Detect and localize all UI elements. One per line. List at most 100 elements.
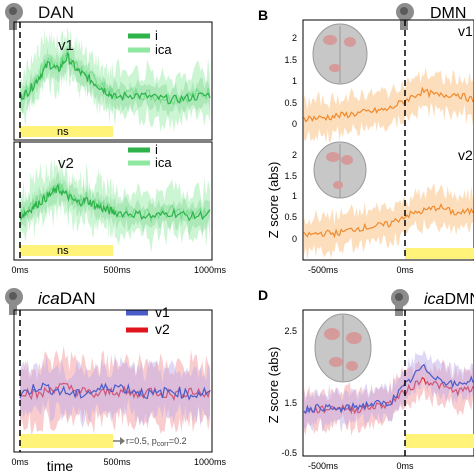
c-v2-line: [19, 382, 211, 402]
plot-a-v1-frame: [13, 21, 213, 141]
tick-b2-0: 0: [292, 234, 297, 244]
ns-bar-a-v1: [20, 126, 113, 137]
panel-d-title-rest: DMN: [444, 291, 474, 308]
legend-c-v1-label: v1: [155, 304, 170, 320]
plot-a-v2-label: v2: [58, 155, 74, 172]
tick-b-0ms: 0ms: [396, 265, 414, 275]
plot-b-v1: [303, 66, 474, 144]
b-v1-line: [303, 86, 474, 123]
tick-b-neg500: -500ms: [308, 265, 339, 275]
ns-bar-d: [405, 434, 474, 448]
annotation-c-main: r=0.5, p: [126, 436, 157, 446]
tick-c-0ms: 0ms: [11, 457, 29, 467]
tick-b1-2: 2: [292, 33, 297, 43]
plot-d: [303, 350, 474, 437]
plot-b-v2: [303, 182, 474, 261]
d-v2-ci-band: [304, 358, 473, 437]
panel-a-title: DAN: [38, 3, 74, 22]
tick-a-500ms: 500ms: [103, 265, 131, 275]
tick-b1-0: 0: [292, 119, 297, 129]
ns-label-a-v2: ns: [57, 245, 69, 257]
xlabel-c: time: [47, 458, 74, 474]
head-icon-b: [396, 3, 414, 30]
c-v1-line: [19, 382, 211, 401]
tick-b2-2: 2: [292, 150, 297, 160]
legend2-ica-label: ica: [155, 155, 172, 170]
plot-b-v2-label: v2: [458, 147, 473, 163]
b-v2-ci-band: [304, 182, 473, 261]
plot-a-v2: [19, 153, 211, 253]
legend-i-label: i: [155, 28, 158, 43]
d-v1-line: [303, 363, 474, 415]
tick-b1-0.5: 0.5: [284, 98, 297, 108]
d-v1-ci-band: [304, 350, 473, 434]
b-v1-ci-band: [304, 66, 473, 144]
panel-c-title-italic: ica: [38, 289, 60, 308]
panel-a: DAN v1 i ica ns v2 i ica ns 0ms 500ms 10…: [5, 3, 227, 275]
tick-d-1.5: 1.5: [284, 398, 297, 408]
annotation-arrowhead-c: [120, 437, 125, 445]
plot-b-v2-yticks: 2 1.5 1 0.5 0: [284, 150, 297, 244]
tick-b1-1.5: 1.5: [284, 55, 297, 65]
annotation-c: r=0.5, pcorr=0.2: [126, 436, 187, 448]
a-v2-i-ci-band: [20, 171, 210, 237]
panel-d: D icaDMN Z score (abs) 2.5 1.5 -0.5 -500…: [258, 287, 474, 471]
panel-c-title-rest: DAN: [60, 289, 96, 308]
tick-b1-1: 1: [292, 76, 297, 86]
plot-b-frame: [302, 19, 474, 261]
plot-d-yticks: 2.5 1.5 -0.5: [281, 326, 297, 458]
tick-b2-0.5: 0.5: [284, 212, 297, 222]
panel-b-letter: B: [258, 7, 268, 23]
d-v2-line: [303, 376, 474, 415]
ns-label-a-v1: ns: [57, 126, 69, 138]
panel-c: icaDAN v1 v2 r=0.5, pcorr=0.2 0ms 500ms …: [5, 288, 227, 474]
head-icon-c: [5, 288, 23, 315]
a-v1-i-ci-band: [20, 41, 210, 120]
legend2-i-label: i: [155, 142, 158, 157]
panel-d-letter: D: [258, 287, 268, 303]
tick-d-2.5: 2.5: [284, 326, 297, 336]
legend-ica-label: ica: [155, 42, 172, 57]
tick-a-0ms: 0ms: [11, 265, 29, 275]
a-v1-i-line: [19, 51, 211, 105]
a-v1-ica-ci-band: [20, 26, 210, 133]
brain-image-b1: [312, 23, 368, 85]
plot-d-frame: [302, 309, 474, 457]
plot-c: [19, 345, 211, 436]
annotation-c-tail: =0.2: [169, 436, 187, 446]
brain-image-d: [314, 313, 372, 383]
b-v2-line: [303, 202, 474, 239]
tick-d-neg500: -500ms: [308, 461, 339, 471]
plot-c-frame: [13, 309, 213, 453]
panel-b-ylabel: Z score (abs): [266, 162, 281, 239]
ns-bar-c: [20, 434, 113, 448]
tick-d-0ms: 0ms: [396, 461, 414, 471]
panel-c-title: icaDAN: [38, 289, 96, 308]
plot-b-v1-label: v1: [458, 23, 473, 39]
tick-b2-1.5: 1.5: [284, 171, 297, 181]
panel-d-title: icaDMN: [424, 291, 474, 308]
tick-d-0.5: -0.5: [281, 448, 297, 458]
plot-b-v1-yticks: 2 1.5 1 0.5 0: [284, 33, 297, 129]
panel-b-title: DMN: [430, 5, 466, 22]
head-icon-d: [391, 289, 409, 316]
plot-a-v1-label: v1: [58, 37, 74, 54]
head-icon: [5, 3, 23, 30]
c-v2-ci-band: [20, 345, 210, 436]
a-v2-ica-ci-band: [20, 153, 210, 253]
tick-c-1000ms: 1000ms: [194, 457, 227, 467]
panel-d-title-italic: ica: [424, 291, 445, 308]
a-v2-i-line: [19, 183, 211, 222]
ns-bar-b: [405, 248, 474, 259]
ns-bar-a-v2: [20, 245, 113, 256]
panel-d-ylabel: Z score (abs): [266, 347, 281, 424]
brain-image-b2: [313, 141, 367, 199]
tick-a-1000ms: 1000ms: [194, 265, 227, 275]
annotation-c-sub: corr: [157, 441, 170, 448]
legend-c-v2-label: v2: [155, 321, 170, 337]
plot-a-v1: [19, 26, 211, 133]
a-v1-ica-line: [19, 46, 211, 106]
tick-c-500ms: 500ms: [103, 457, 131, 467]
tick-b2-1: 1: [292, 191, 297, 201]
